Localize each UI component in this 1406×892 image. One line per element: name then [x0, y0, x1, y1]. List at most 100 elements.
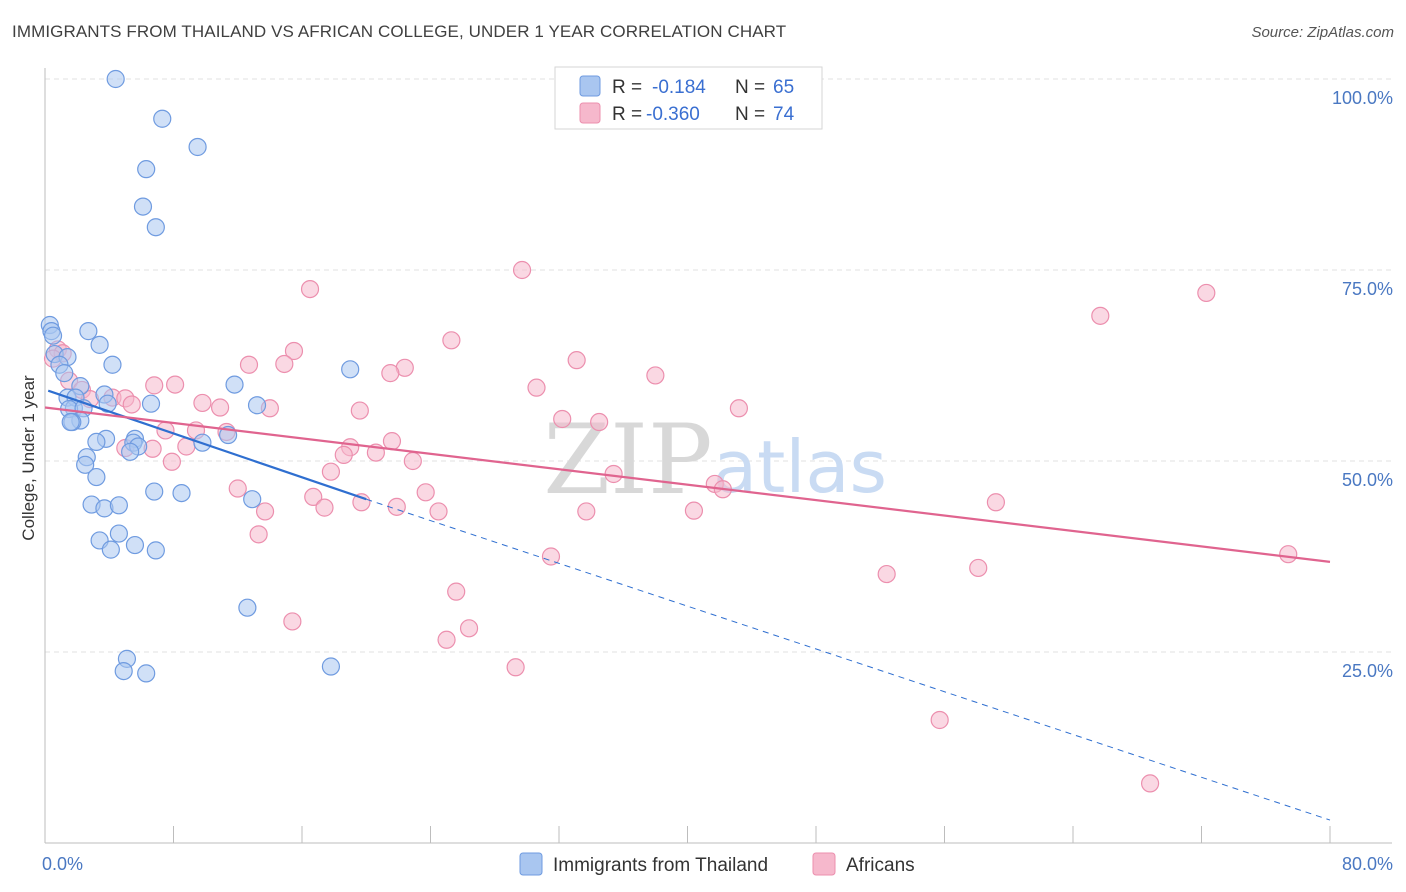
africans-point-62 [969, 558, 988, 578]
thailand-point-40 [76, 455, 95, 474]
africans-point-23 [193, 393, 212, 413]
legend-r-label-1: R = [612, 77, 642, 98]
africans-point-66 [437, 630, 456, 649]
series-legend: Immigrants from Thailand Africans [519, 852, 915, 876]
africans-point-28 [729, 399, 749, 418]
thailand-point-5 [146, 218, 165, 237]
africans-point-42 [162, 452, 181, 471]
watermark-zip: ZIP [543, 404, 712, 516]
thailand-point-41 [87, 467, 106, 487]
africans-point-61 [877, 564, 896, 584]
africans-point-53 [315, 498, 334, 517]
africans-point-11 [239, 355, 259, 374]
africans-point-24 [122, 395, 141, 414]
thailand-point-42 [145, 482, 164, 501]
africans-point-50 [986, 493, 1006, 512]
africans-point-14 [646, 366, 665, 385]
africans-point-16 [166, 375, 185, 394]
legend-r-value-1: -0.184 [652, 77, 706, 98]
africans-point-69 [1140, 774, 1160, 793]
africans-point-3 [1091, 306, 1110, 325]
thailand-point-3 [137, 160, 156, 179]
thailand-point-47 [109, 496, 128, 515]
africans-point-10 [275, 354, 294, 374]
bottom-swatch-africans [812, 852, 836, 876]
thailand-point-37 [121, 442, 140, 461]
bottom-swatch-thailand [519, 852, 543, 876]
thailand-point-4 [133, 197, 153, 216]
thailand-point-43 [172, 483, 191, 503]
africans-point-48 [304, 487, 323, 507]
thailand-point-24 [247, 396, 267, 415]
thailand-point-9 [43, 326, 63, 345]
africans-point-47 [416, 483, 435, 502]
africans-point-9 [567, 351, 586, 370]
y-tick-label-3: 100.0% [1332, 88, 1393, 108]
africans-point-25 [210, 398, 230, 417]
africans-point-13 [381, 364, 400, 383]
thailand-trend-extension [366, 498, 1331, 821]
africans-point-67 [506, 658, 525, 677]
legend-n-value-2: 74 [773, 104, 795, 125]
watermark: ZIP atlas [543, 404, 887, 516]
legend-n-label-2: N = [735, 104, 765, 125]
africans-point-17 [145, 376, 164, 395]
legend-swatch-africans [579, 102, 601, 124]
y-axis-label: College, Under 1 year [19, 375, 38, 541]
legend-swatch-thailand [579, 75, 601, 97]
thailand-point-52 [146, 541, 165, 560]
series-africans-points [43, 260, 1298, 793]
thailand-point-51 [101, 540, 120, 559]
tick-labels: 25.0% 50.0% 75.0% 100.0% 0.0% 80.0% [42, 88, 1393, 874]
legend-entry-africans: Africans [846, 855, 915, 876]
y-tick-label-0: 25.0% [1342, 661, 1393, 681]
africans-point-0 [512, 260, 532, 280]
legend-n-value-1: 65 [773, 77, 794, 98]
africans-point-29 [553, 409, 572, 429]
africans-point-58 [249, 525, 268, 544]
africans-point-2 [1197, 283, 1216, 303]
thailand-point-56 [114, 661, 133, 681]
x-tick-label-0: 0.0% [42, 854, 83, 874]
africans-point-54 [255, 502, 275, 521]
thailand-point-17 [225, 375, 244, 394]
africans-point-43 [321, 462, 341, 481]
x-tick-label-1: 80.0% [1342, 854, 1393, 874]
thailand-point-1 [153, 109, 172, 128]
africans-point-60 [1279, 545, 1298, 564]
thailand-point-23 [141, 394, 161, 413]
africans-point-59 [541, 547, 561, 566]
africans-point-5 [284, 341, 304, 361]
thailand-point-30 [61, 412, 80, 432]
africans-point-68 [930, 710, 949, 730]
y-tick-label-2: 75.0% [1342, 279, 1393, 299]
africans-point-57 [684, 501, 704, 520]
thailand-point-54 [321, 657, 341, 676]
africans-point-65 [459, 619, 479, 638]
africans-point-18 [527, 378, 546, 397]
axes [44, 68, 1392, 844]
africans-point-55 [429, 502, 448, 521]
thailand-point-2 [188, 137, 207, 157]
africans-point-51 [228, 479, 247, 498]
thailand-point-16 [55, 364, 74, 383]
thailand-point-48 [109, 524, 128, 543]
thailand-point-8 [79, 322, 98, 341]
africans-point-33 [590, 412, 609, 432]
legend-r-label-2: R = [612, 104, 642, 125]
africans-point-27 [350, 401, 369, 420]
thailand-point-14 [103, 355, 122, 374]
thailand-point-22 [98, 394, 117, 413]
africans-point-4 [442, 331, 461, 350]
thailand-point-34 [87, 432, 106, 451]
africans-point-56 [577, 502, 596, 521]
africans-point-1 [300, 280, 320, 299]
series-thailand-points [40, 69, 360, 683]
source-label: Source: ZipAtlas.com [1251, 24, 1394, 41]
africans-point-52 [387, 497, 406, 516]
thailand-point-15 [341, 360, 360, 379]
thailand-trend-line [47, 389, 367, 501]
thailand-point-50 [125, 535, 145, 555]
trend-lines [44, 389, 1331, 821]
